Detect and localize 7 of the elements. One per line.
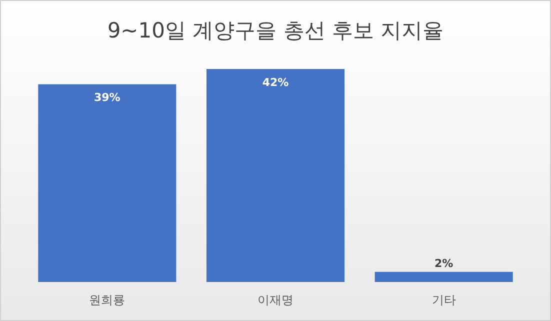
data-label: 42% <box>262 76 289 89</box>
data-label: 2% <box>434 256 454 270</box>
x-tick-label: 원희룡 <box>89 293 126 307</box>
chart-title: 9~10일 계양구을 총선 후보 지지율 <box>107 18 444 42</box>
x-tick-label: 기타 <box>432 293 456 307</box>
x-tick-label: 이재명 <box>258 293 294 307</box>
data-label: 39% <box>94 91 120 104</box>
